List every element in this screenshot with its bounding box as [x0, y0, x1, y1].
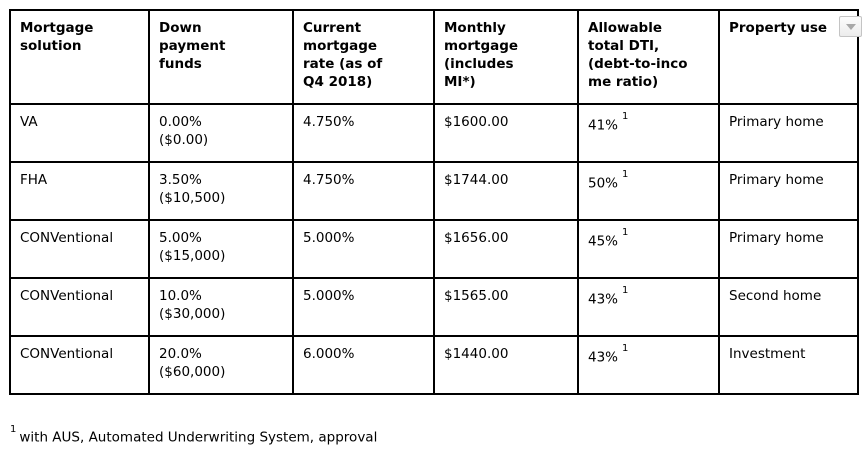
- column-header-mortgage-solution: Mortgage solution: [9, 9, 150, 105]
- dti-footnote-marker: 1: [622, 169, 629, 180]
- cell-allowable-dti: 41%1: [577, 103, 720, 163]
- dti-value: 41%: [588, 117, 619, 134]
- cell-property-use: Primary home: [718, 219, 859, 279]
- down-payment-amount: ($0.00): [159, 132, 209, 148]
- column-header-monthly-mortgage: Monthly mortgage (includes MI*): [433, 9, 579, 105]
- column-header-down-payment-funds: Down payment funds: [148, 9, 294, 105]
- cell-mortgage-rate: 5.000%: [292, 277, 435, 337]
- cell-mortgage-rate: 4.750%: [292, 103, 435, 163]
- down-payment-amount: ($60,000): [159, 364, 226, 380]
- cell-allowable-dti: 43%1: [577, 335, 720, 395]
- down-payment-amount: ($10,500): [159, 190, 226, 206]
- cell-monthly-mortgage: $1600.00: [433, 103, 579, 163]
- cell-mortgage-rate: 5.000%: [292, 219, 435, 279]
- cell-property-use: Investment: [718, 335, 859, 395]
- down-payment-amount: ($15,000): [159, 248, 226, 264]
- dti-footnote-marker: 1: [622, 111, 629, 122]
- table-row: FHA 3.50% ($10,500) 4.750% $1744.00 50%1…: [9, 161, 859, 221]
- dti-value: 45%: [588, 233, 619, 250]
- footnote: 1 with AUS, Automated Underwriting System…: [10, 424, 866, 447]
- footnote-text: with AUS, Automated Underwriting System,…: [19, 429, 378, 446]
- cell-mortgage-solution: FHA: [9, 161, 150, 221]
- column-header-current-mortgage-rate: Current mortgage rate (as of Q4 2018): [292, 9, 435, 105]
- cell-property-use: Primary home: [718, 161, 859, 221]
- cell-mortgage-solution: CONVentional: [9, 277, 150, 337]
- down-payment-percentage: 5.00%: [159, 230, 202, 246]
- chevron-down-icon: [845, 24, 856, 30]
- header-row: Mortgage solution Down payment funds Cur…: [9, 9, 859, 105]
- down-payment-percentage: 20.0%: [159, 346, 202, 362]
- dti-footnote-marker: 1: [622, 343, 629, 354]
- down-payment-percentage: 3.50%: [159, 172, 202, 188]
- dti-footnote-marker: 1: [622, 227, 629, 238]
- mortgage-comparison-table: Mortgage solution Down payment funds Cur…: [9, 9, 859, 395]
- cell-property-use: Second home: [718, 277, 859, 337]
- cell-mortgage-solution: CONVentional: [9, 219, 150, 279]
- cell-mortgage-rate: 4.750%: [292, 161, 435, 221]
- cell-down-payment: 5.00% ($15,000): [148, 219, 294, 279]
- dti-footnote-marker: 1: [622, 285, 629, 296]
- down-payment-percentage: 0.00%: [159, 114, 202, 130]
- cell-down-payment: 3.50% ($10,500): [148, 161, 294, 221]
- table-row: CONVentional 20.0% ($60,000) 6.000% $144…: [9, 335, 859, 395]
- cell-property-use: Primary home: [718, 103, 859, 163]
- column-header-allowable-dti: Allowable total DTI, (debt-to-inco me ra…: [577, 9, 720, 105]
- cell-monthly-mortgage: $1565.00: [433, 277, 579, 337]
- cell-mortgage-rate: 6.000%: [292, 335, 435, 395]
- dti-value: 43%: [588, 349, 619, 366]
- table-row: CONVentional 5.00% ($15,000) 5.000% $165…: [9, 219, 859, 279]
- cell-monthly-mortgage: $1656.00: [433, 219, 579, 279]
- cell-down-payment: 20.0% ($60,000): [148, 335, 294, 395]
- down-payment-percentage: 10.0%: [159, 288, 202, 304]
- table-row: CONVentional 10.0% ($30,000) 5.000% $156…: [9, 277, 859, 337]
- down-payment-amount: ($30,000): [159, 306, 226, 322]
- footnote-marker: 1: [10, 424, 17, 435]
- dti-value: 43%: [588, 291, 619, 308]
- cell-allowable-dti: 45%1: [577, 219, 720, 279]
- cell-mortgage-solution: VA: [9, 103, 150, 163]
- dti-value: 50%: [588, 175, 619, 192]
- table-row: VA 0.00% ($0.00) 4.750% $1600.00 41%1 Pr…: [9, 103, 859, 163]
- cell-down-payment: 0.00% ($0.00): [148, 103, 294, 163]
- cell-mortgage-solution: CONVentional: [9, 335, 150, 395]
- cell-monthly-mortgage: $1744.00: [433, 161, 579, 221]
- cell-monthly-mortgage: $1440.00: [433, 335, 579, 395]
- cell-down-payment: 10.0% ($30,000): [148, 277, 294, 337]
- cell-allowable-dti: 43%1: [577, 277, 720, 337]
- dropdown-button[interactable]: [839, 16, 862, 37]
- cell-allowable-dti: 50%1: [577, 161, 720, 221]
- column-header-property-use: Property use: [718, 9, 859, 105]
